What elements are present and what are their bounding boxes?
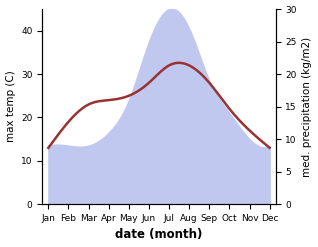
Y-axis label: med. precipitation (kg/m2): med. precipitation (kg/m2) (302, 37, 313, 177)
X-axis label: date (month): date (month) (115, 228, 203, 242)
Y-axis label: max temp (C): max temp (C) (5, 71, 16, 143)
